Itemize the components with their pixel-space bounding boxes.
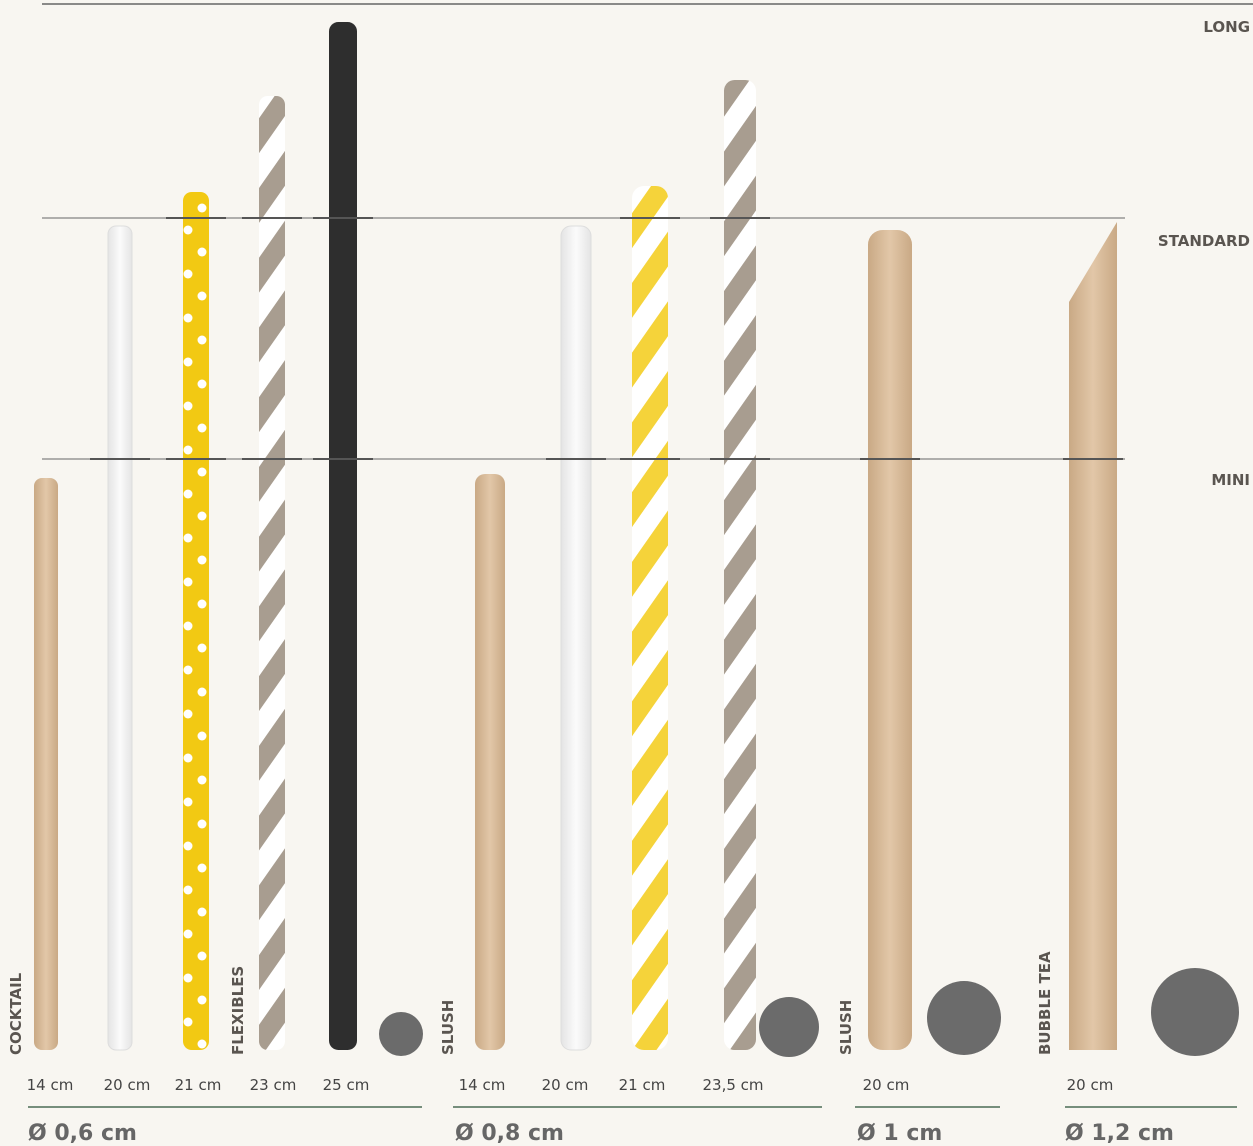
straw-length: 20 cm (542, 1076, 589, 1094)
type-label: SLUSH (439, 1000, 457, 1055)
straw (259, 96, 285, 1050)
level-label: MINI (1211, 471, 1250, 489)
straw (475, 474, 505, 1050)
diameter-label: Ø 1,2 cm (1065, 1121, 1174, 1146)
straw-length: 20 cm (1067, 1076, 1114, 1094)
diameter-label: Ø 1 cm (857, 1121, 942, 1146)
level-label: STANDARD (1158, 232, 1250, 250)
diameter-icon (759, 997, 819, 1057)
straw-length: 25 cm (323, 1076, 370, 1094)
straw (1069, 222, 1117, 1050)
straw (868, 230, 912, 1050)
type-label: BUBBLE TEA (1036, 951, 1054, 1055)
straw (560, 225, 592, 1051)
diameter-icon (1151, 968, 1239, 1056)
type-label: COCKTAIL (7, 972, 25, 1055)
straw (329, 22, 357, 1050)
straw (632, 186, 668, 1050)
straw-length: 20 cm (863, 1076, 910, 1094)
diameter-icon (927, 981, 1001, 1055)
diameter-icon (379, 1012, 423, 1056)
type-label: FLEXIBLES (229, 966, 247, 1055)
straw (724, 80, 756, 1050)
diameter-label: Ø 0,6 cm (28, 1121, 137, 1146)
type-label: SLUSH (837, 1000, 855, 1055)
straw-length: 14 cm (459, 1076, 506, 1094)
straw-length: 21 cm (619, 1076, 666, 1094)
diameter-label: Ø 0,8 cm (455, 1121, 564, 1146)
straw (34, 478, 58, 1050)
straw-length: 23 cm (250, 1076, 297, 1094)
straw (183, 192, 209, 1050)
straw (107, 225, 133, 1051)
straw-length: 14 cm (27, 1076, 74, 1094)
straw-length: 20 cm (104, 1076, 151, 1094)
level-label: LONG (1203, 18, 1250, 36)
straw-length: 23,5 cm (702, 1076, 763, 1094)
straw-length: 21 cm (175, 1076, 222, 1094)
